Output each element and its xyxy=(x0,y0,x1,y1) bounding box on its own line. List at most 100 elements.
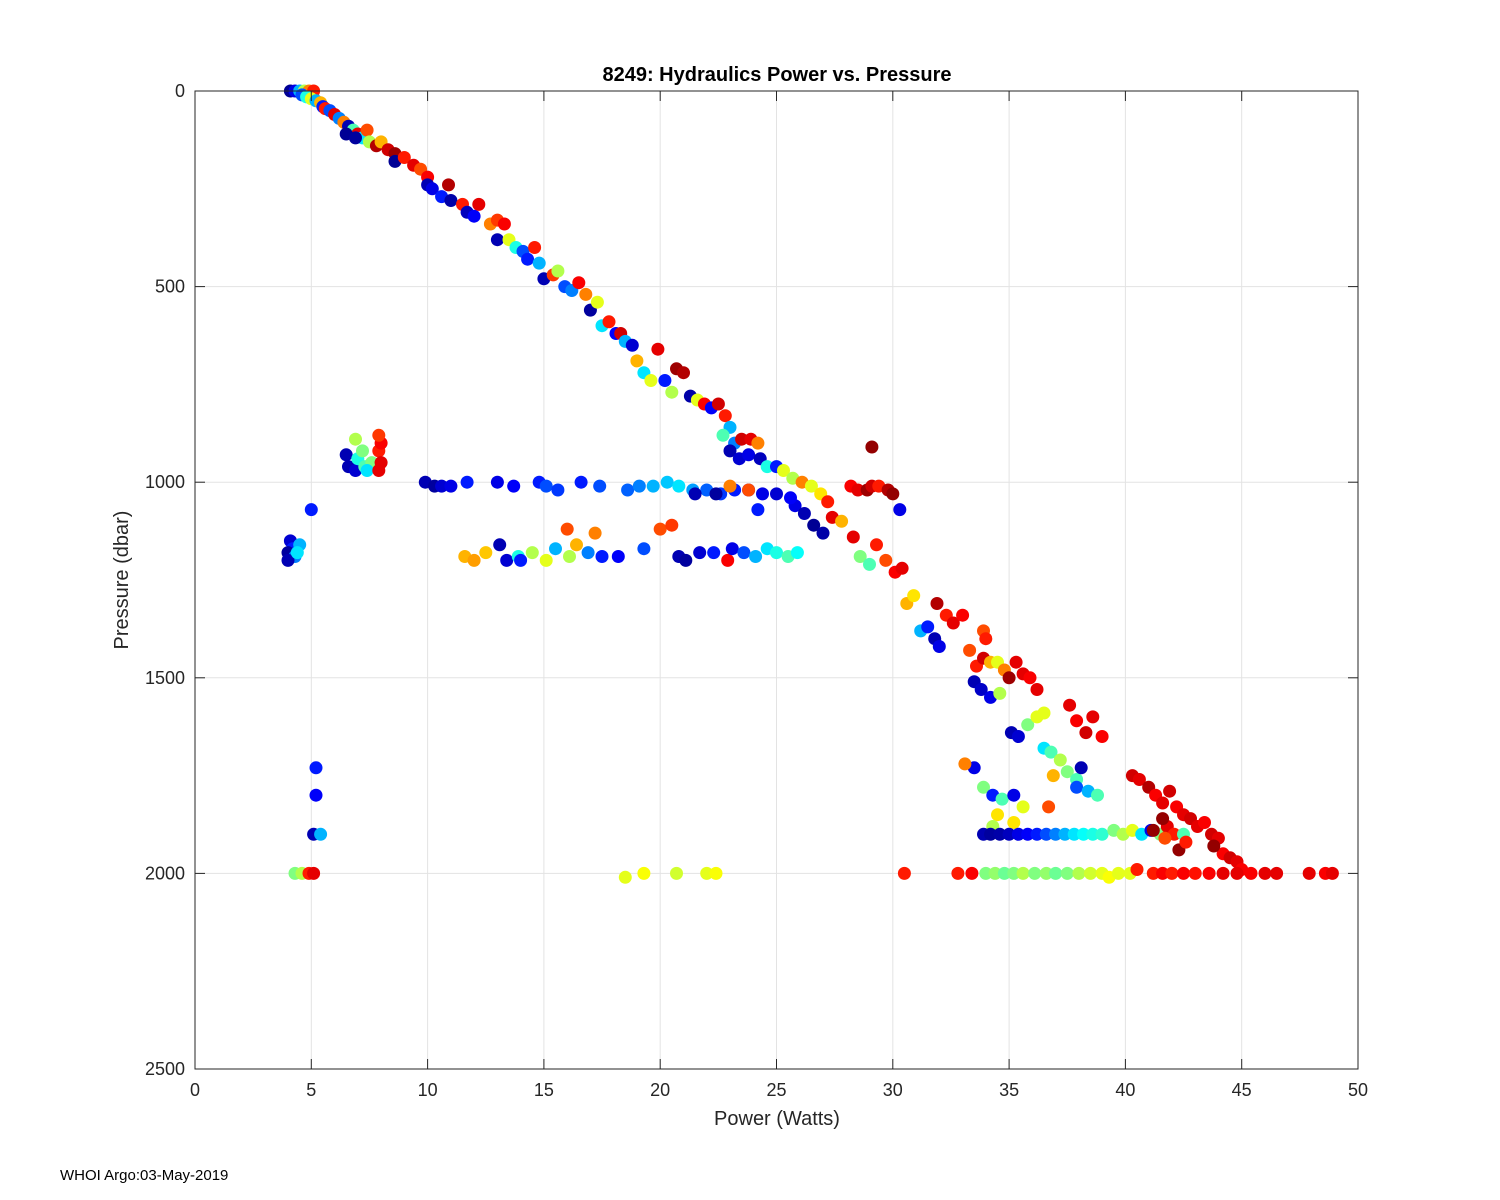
data-point xyxy=(679,553,693,567)
data-point xyxy=(490,233,504,247)
data-point xyxy=(1086,710,1100,724)
data-point xyxy=(835,514,849,528)
data-point xyxy=(593,479,607,493)
data-point xyxy=(339,448,353,462)
data-point xyxy=(1179,835,1193,849)
data-point xyxy=(442,178,455,192)
data-point xyxy=(349,131,362,145)
data-point xyxy=(425,182,439,196)
data-point xyxy=(1007,816,1021,829)
data-point xyxy=(602,315,616,329)
data-point xyxy=(497,217,511,231)
data-point xyxy=(895,561,909,575)
data-point xyxy=(532,256,546,270)
data-point xyxy=(770,487,783,501)
data-point xyxy=(709,487,723,501)
data-point xyxy=(1086,827,1100,841)
data-point xyxy=(1021,718,1035,732)
data-point xyxy=(1046,769,1060,783)
data-point xyxy=(1132,773,1146,786)
data-point xyxy=(1146,866,1160,880)
data-point xyxy=(560,522,574,536)
x-tick-label: 15 xyxy=(534,1080,554,1100)
data-point xyxy=(725,542,739,556)
y-axis-label: Pressure (dbar) xyxy=(111,511,133,650)
data-point xyxy=(621,483,635,497)
data-point xyxy=(1198,816,1211,829)
data-point xyxy=(372,464,386,477)
data-point xyxy=(281,553,295,567)
data-point xyxy=(797,507,811,520)
data-point xyxy=(1077,827,1090,841)
data-point xyxy=(525,546,539,560)
data-point xyxy=(309,788,323,802)
data-point xyxy=(956,608,970,622)
data-point xyxy=(1270,866,1284,880)
y-tick-label: 1000 xyxy=(145,472,185,492)
data-point xyxy=(630,354,644,368)
data-point xyxy=(790,546,804,560)
data-point xyxy=(1079,726,1093,740)
data-point xyxy=(290,546,304,560)
data-point xyxy=(314,827,328,841)
data-point xyxy=(307,866,321,880)
data-point xyxy=(977,780,990,794)
data-point xyxy=(1030,683,1044,696)
data-point xyxy=(1021,827,1035,841)
data-point xyxy=(1165,866,1179,880)
data-point xyxy=(851,483,865,497)
data-point xyxy=(1130,863,1144,876)
x-tick-label: 20 xyxy=(650,1080,670,1100)
data-point xyxy=(595,550,609,563)
data-point xyxy=(444,479,458,493)
x-tick-label: 45 xyxy=(1232,1080,1252,1100)
x-axis-label: Power (Watts) xyxy=(714,1108,840,1130)
data-point xyxy=(742,448,756,462)
data-point xyxy=(539,553,553,567)
data-point xyxy=(784,491,797,505)
data-point xyxy=(1084,866,1097,880)
data-point xyxy=(979,866,993,880)
data-point xyxy=(821,495,835,509)
data-point xyxy=(777,464,790,477)
data-point xyxy=(723,444,737,458)
data-point xyxy=(372,428,386,442)
data-point xyxy=(1095,730,1109,743)
y-tick-label: 500 xyxy=(155,277,185,297)
x-tick-label: 5 xyxy=(306,1080,316,1100)
data-point xyxy=(995,792,1009,806)
data-point xyxy=(709,866,723,880)
data-point xyxy=(444,194,458,207)
footer-stamp: WHOI Argo:03-May-2019 xyxy=(60,1167,229,1184)
data-point xyxy=(870,538,883,552)
data-point xyxy=(360,123,374,137)
data-point xyxy=(1028,866,1042,880)
data-point xyxy=(1156,866,1170,880)
x-tick-label: 10 xyxy=(418,1080,438,1100)
data-point xyxy=(651,342,665,356)
data-point xyxy=(551,264,565,278)
data-point xyxy=(997,866,1011,880)
data-point xyxy=(907,589,921,603)
data-point xyxy=(356,444,369,458)
data-point xyxy=(1156,812,1170,826)
data-point xyxy=(1072,866,1086,880)
data-point xyxy=(804,479,818,493)
data-point xyxy=(397,151,411,164)
data-point xyxy=(1146,823,1160,837)
data-point xyxy=(946,616,960,630)
data-point xyxy=(1053,753,1067,767)
data-point xyxy=(304,503,318,517)
data-point xyxy=(770,546,783,560)
data-point xyxy=(1258,866,1272,880)
data-point xyxy=(588,526,602,540)
data-point xyxy=(467,553,481,567)
data-point xyxy=(1016,866,1030,880)
data-point xyxy=(879,553,893,567)
data-point xyxy=(1042,800,1056,814)
data-point xyxy=(993,686,1007,700)
data-point xyxy=(551,483,565,497)
data-point xyxy=(1070,780,1084,794)
data-point xyxy=(993,827,1007,841)
data-point xyxy=(653,522,667,536)
